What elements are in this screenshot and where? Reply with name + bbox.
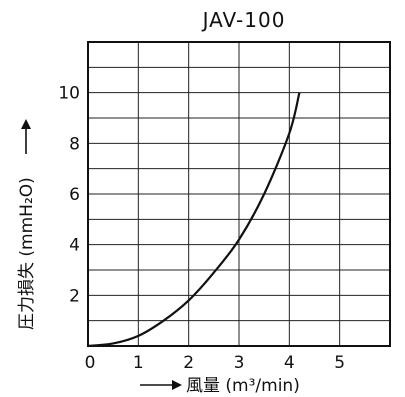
- x-axis-label: 風量 (m³/min): [186, 376, 300, 396]
- y-axis-label: 圧力損失 (mmH₂O): [17, 177, 37, 330]
- y-tick-label: 10: [58, 84, 80, 104]
- x-tick-label: 5: [334, 353, 345, 373]
- y-tick-label: 4: [69, 236, 80, 256]
- x-tick-label: 2: [183, 353, 194, 373]
- x-tick-label: 1: [133, 353, 144, 373]
- y-tick-label: 2: [69, 286, 80, 306]
- x-axis-arrowhead-icon: [172, 380, 182, 390]
- x-tick-label: 4: [284, 353, 295, 373]
- x-tick-labels: 0 1 2 3 4 5: [85, 353, 345, 373]
- chart-title: JAV-100: [201, 8, 286, 32]
- y-tick-labels: 2 4 6 8 10: [58, 84, 80, 307]
- grid-layer: [88, 42, 390, 346]
- x-axis-label-group: 風量 (m³/min): [140, 376, 300, 396]
- plot-frame: [87, 41, 391, 347]
- y-axis-label-group: 圧力損失 (mmH₂O): [17, 119, 37, 330]
- y-tick-label: 6: [69, 185, 80, 205]
- x-tick-label: 0: [85, 353, 96, 373]
- y-axis-arrowhead-icon: [21, 119, 31, 129]
- series-line-pressure-loss: [87, 92, 301, 348]
- x-tick-label: 3: [234, 353, 245, 373]
- y-tick-label: 8: [69, 134, 80, 154]
